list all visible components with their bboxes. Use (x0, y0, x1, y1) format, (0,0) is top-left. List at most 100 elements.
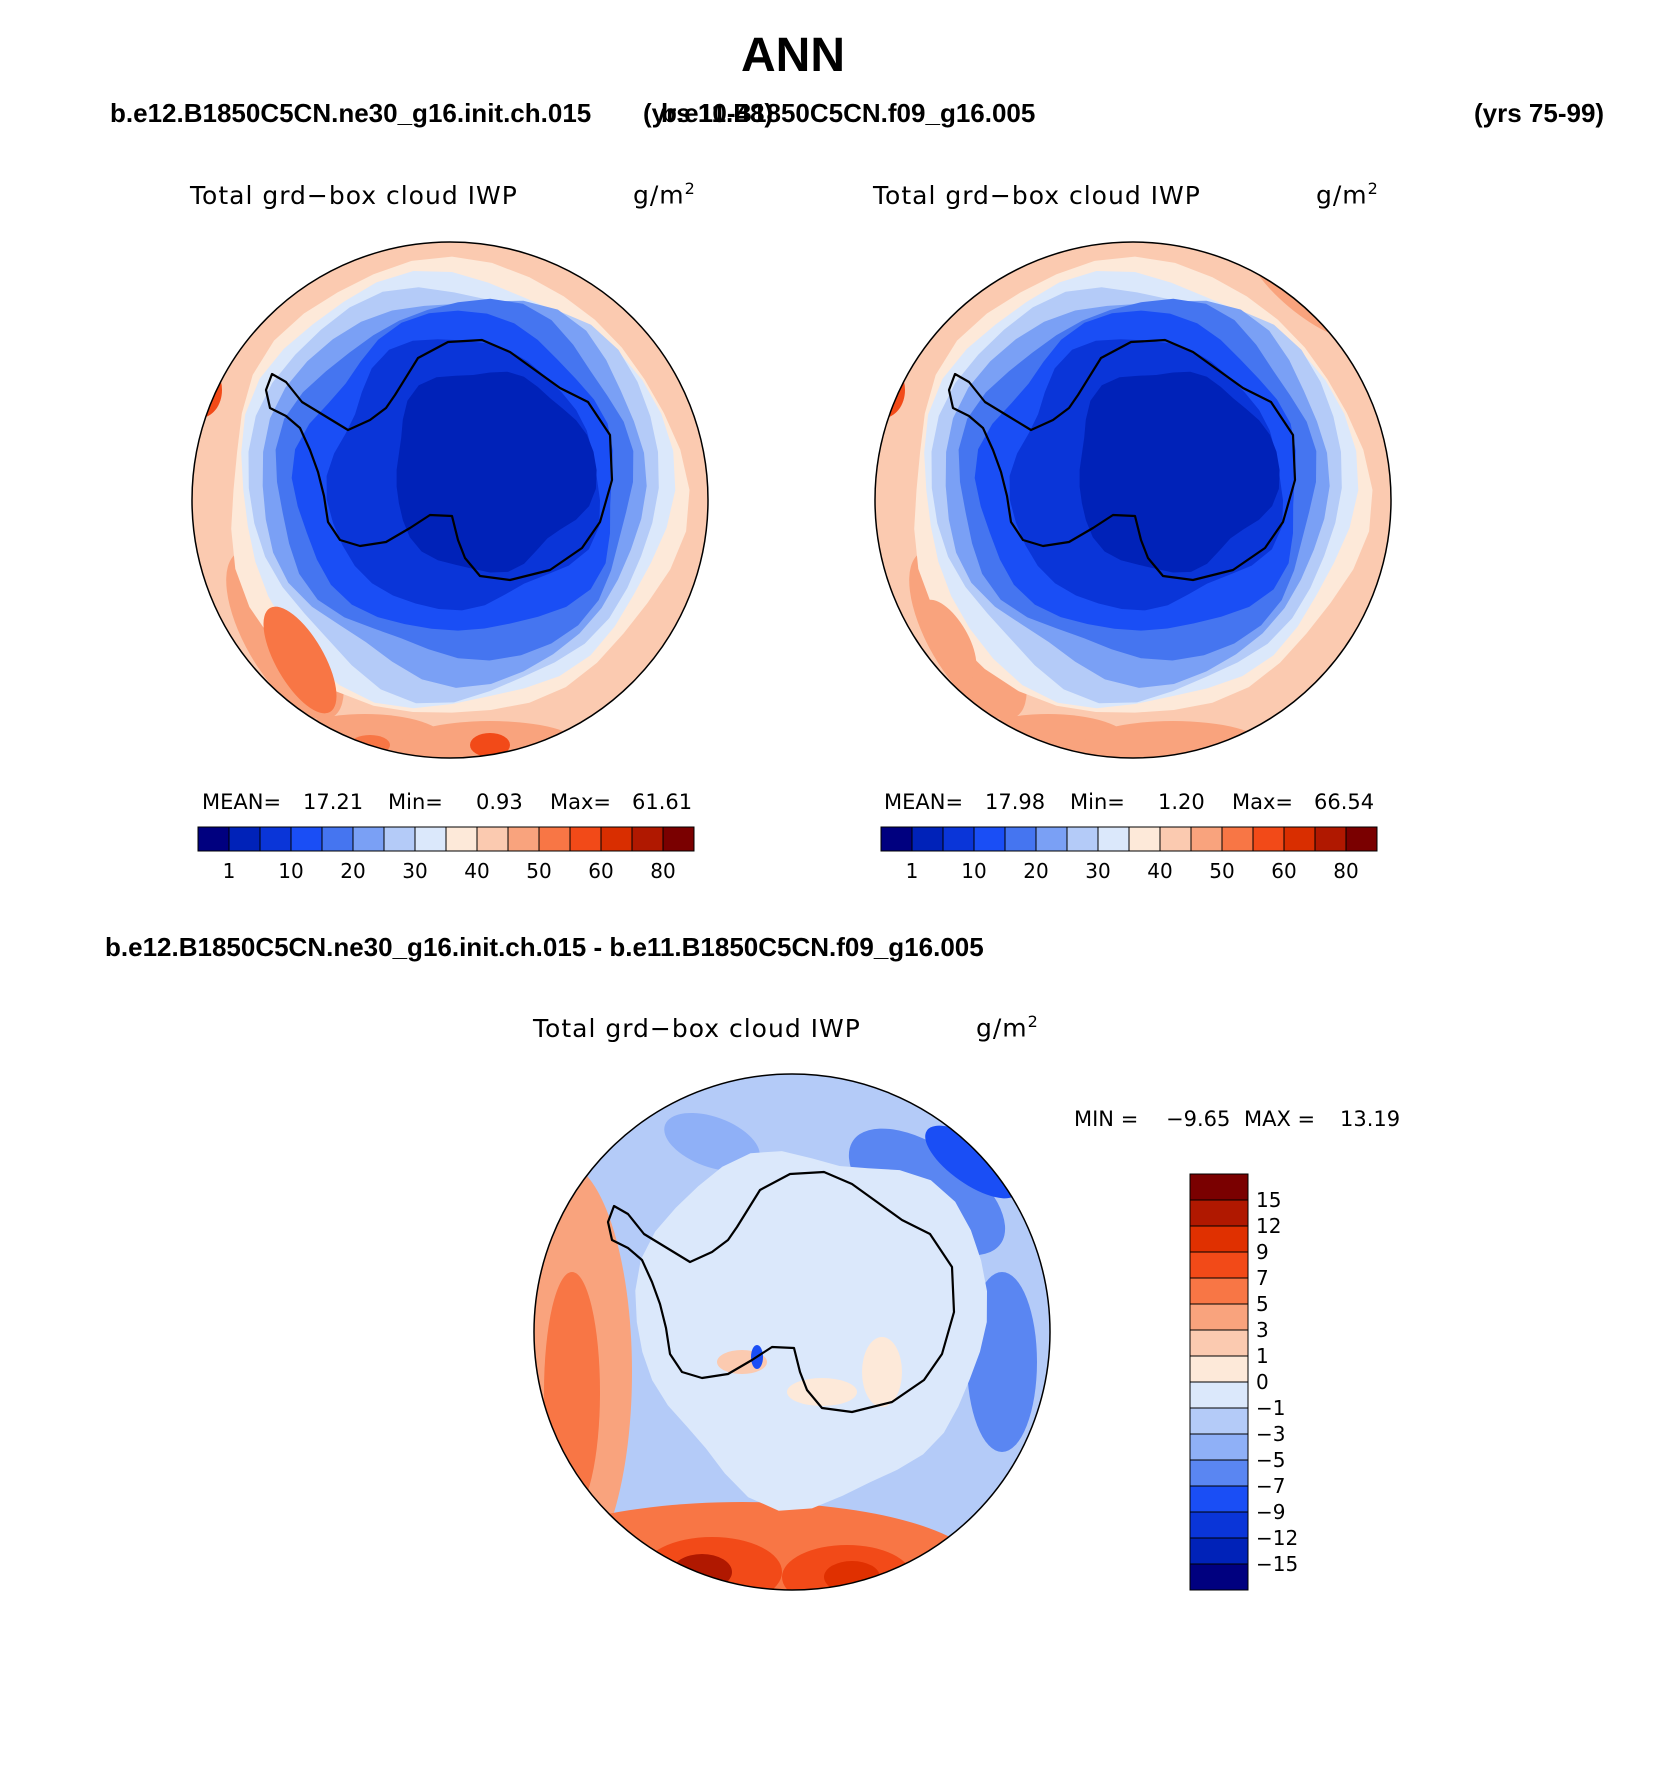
panel2-colorbar-box-12 (1252, 826, 1285, 852)
panel1-colorbar-box-8 (445, 826, 478, 852)
panel3-colorbar-tick-1: 12 (1256, 1214, 1281, 1238)
panel1-units: g/m2 (633, 179, 696, 210)
right-years-label: (yrs 75-99) (1474, 98, 1605, 128)
panel3-colorbar-tick-11: −7 (1256, 1474, 1285, 1498)
panel3-map-contour-5 (672, 1554, 732, 1590)
panel3-map-contour-12 (635, 1151, 987, 1511)
panel3-map-contour-7 (544, 1272, 600, 1512)
panel2-colorbar-box-3 (973, 826, 1006, 852)
panel3-colorbar-box-9 (1189, 1407, 1249, 1435)
panel3-colorbar-box-13 (1189, 1511, 1249, 1539)
panel2-mean-label: MEAN= (884, 790, 964, 814)
panel3-colorbar-box-11 (1189, 1459, 1249, 1487)
panel1-colorbar-tick-4: 40 (464, 859, 489, 883)
panel2-colorbar-box-13 (1283, 826, 1316, 852)
panel1-map-coastline (264, 338, 614, 582)
panel2-colorbar-box-10 (1190, 826, 1223, 852)
panel1-colorbar-box-9 (476, 826, 509, 852)
panel1-colorbar-tick-7: 80 (650, 859, 675, 883)
panel1-min-value: 0.93 (476, 790, 523, 814)
panel1-colorbar-tick-6: 60 (588, 859, 613, 883)
panel1-colorbar-box-13 (600, 826, 633, 852)
panel3-min-label: MIN = (1074, 1107, 1139, 1131)
panel2-colorbar-tick-3: 30 (1085, 859, 1110, 883)
panel1-title: Total grd−box cloud IWP (190, 181, 518, 210)
panel2-colorbar-tick-5: 50 (1209, 859, 1234, 883)
panel2-map (874, 241, 1392, 759)
left-years-label: (yrs 10-48) (643, 98, 774, 128)
panel2-min-label: Min= (1070, 790, 1125, 814)
panel2-colorbar-box-15 (1345, 826, 1378, 852)
panel3-map-contour-11 (664, 1112, 760, 1172)
panel2-colorbar-tick-0: 1 (906, 859, 919, 883)
panel2-colorbar-box-7 (1097, 826, 1130, 852)
panel3-colorbar-tick-5: 3 (1256, 1318, 1269, 1342)
panel2-max-label: Max= (1232, 790, 1294, 814)
panel1-mean-label: MEAN= (202, 790, 282, 814)
panel3-title: Total grd−box cloud IWP (533, 1014, 861, 1043)
panel3-colorbar-tick-0: 15 (1256, 1188, 1281, 1212)
panel2-mean-value: 17.98 (985, 790, 1046, 814)
panel2-colorbar-tick-7: 80 (1333, 859, 1358, 883)
panel1-colorbar-box-4 (321, 826, 354, 852)
panel1-colorbar-box-3 (290, 826, 323, 852)
panel3-colorbar-tick-14: −15 (1256, 1552, 1298, 1576)
panel2-max-value: 66.54 (1314, 790, 1375, 814)
panel1-map-field (192, 242, 708, 758)
panel2-map-contour-12 (1079, 371, 1280, 573)
panel2-map-coastline (947, 338, 1297, 582)
panel3-colorbar-box-7 (1189, 1355, 1249, 1383)
panel2-colorbar-tick-6: 60 (1271, 859, 1296, 883)
left-case-label: b.e12.B1850C5CN.ne30_g16.init.ch.015 (110, 98, 592, 128)
panel2-colorbar-box-0 (880, 826, 913, 852)
panel3-colorbar-box-0 (1189, 1173, 1249, 1201)
panel3-colorbar-tick-8: −1 (1256, 1396, 1285, 1420)
panel3-max-label: MAX = (1244, 1107, 1316, 1131)
panel3-colorbar-box-12 (1189, 1485, 1249, 1513)
panel1-map-contour-12 (396, 371, 597, 573)
panel3-colorbar-tick-10: −5 (1256, 1448, 1285, 1472)
panel3-colorbar-box-14 (1189, 1537, 1249, 1565)
panel2-map-contour-15 (919, 599, 977, 681)
panel2-colorbar-box-6 (1066, 826, 1099, 852)
panel2-colorbar-box-11 (1221, 826, 1254, 852)
panel3-colorbar-tick-6: 1 (1256, 1344, 1269, 1368)
panel3-colorbar-tick-7: 0 (1256, 1370, 1269, 1394)
panel1-colorbar-box-10 (507, 826, 540, 852)
panel3-units: g/m2 (976, 1012, 1039, 1043)
panel2-colorbar-box-9 (1159, 826, 1192, 852)
panel1-colorbar-tick-2: 20 (340, 859, 365, 883)
panel3-colorbar-box-15 (1189, 1563, 1249, 1591)
panel1-map-contour-13 (263, 606, 337, 714)
panel3-map-coastline (606, 1170, 956, 1414)
panel3-min-value: −9.65 (1166, 1107, 1231, 1131)
panel3-colorbar-tick-13: −12 (1256, 1526, 1298, 1550)
panel1-colorbar-box-15 (662, 826, 695, 852)
panel3-colorbar-box-4 (1189, 1277, 1249, 1305)
panel2-colorbar-box-5 (1035, 826, 1068, 852)
panel1-colorbar-box-5 (352, 826, 385, 852)
panel3-colorbar-tick-2: 9 (1256, 1240, 1269, 1264)
panel2-map-field (875, 242, 1391, 758)
panel1-colorbar-tick-0: 1 (223, 859, 236, 883)
panel3-map-field (534, 1074, 1050, 1590)
panel3-map-contour-14 (787, 1378, 857, 1406)
panel1-colorbar-box-14 (631, 826, 664, 852)
panel3-colorbar-tick-4: 5 (1256, 1292, 1269, 1316)
panel3-colorbar-tick-3: 7 (1256, 1266, 1269, 1290)
panel2-colorbar-box-4 (1004, 826, 1037, 852)
panel2-colorbar-box-14 (1314, 826, 1347, 852)
panel2-colorbar-box-1 (911, 826, 944, 852)
panel3-colorbar-box-1 (1189, 1199, 1249, 1227)
panel2-colorbar-box-8 (1128, 826, 1161, 852)
panel1-max-label: Max= (550, 790, 612, 814)
panel3-colorbar-box-5 (1189, 1303, 1249, 1331)
panel3-colorbar-tick-9: −3 (1256, 1422, 1285, 1446)
panel1-colorbar-tick-1: 10 (278, 859, 303, 883)
panel1-colorbar-box-11 (538, 826, 571, 852)
panel3-colorbar-box-2 (1189, 1225, 1249, 1253)
panel1-colorbar-box-12 (569, 826, 602, 852)
panel2-colorbar-tick-1: 10 (961, 859, 986, 883)
panel1-map-contour-14 (470, 733, 510, 757)
panel2-units: g/m2 (1316, 179, 1379, 210)
